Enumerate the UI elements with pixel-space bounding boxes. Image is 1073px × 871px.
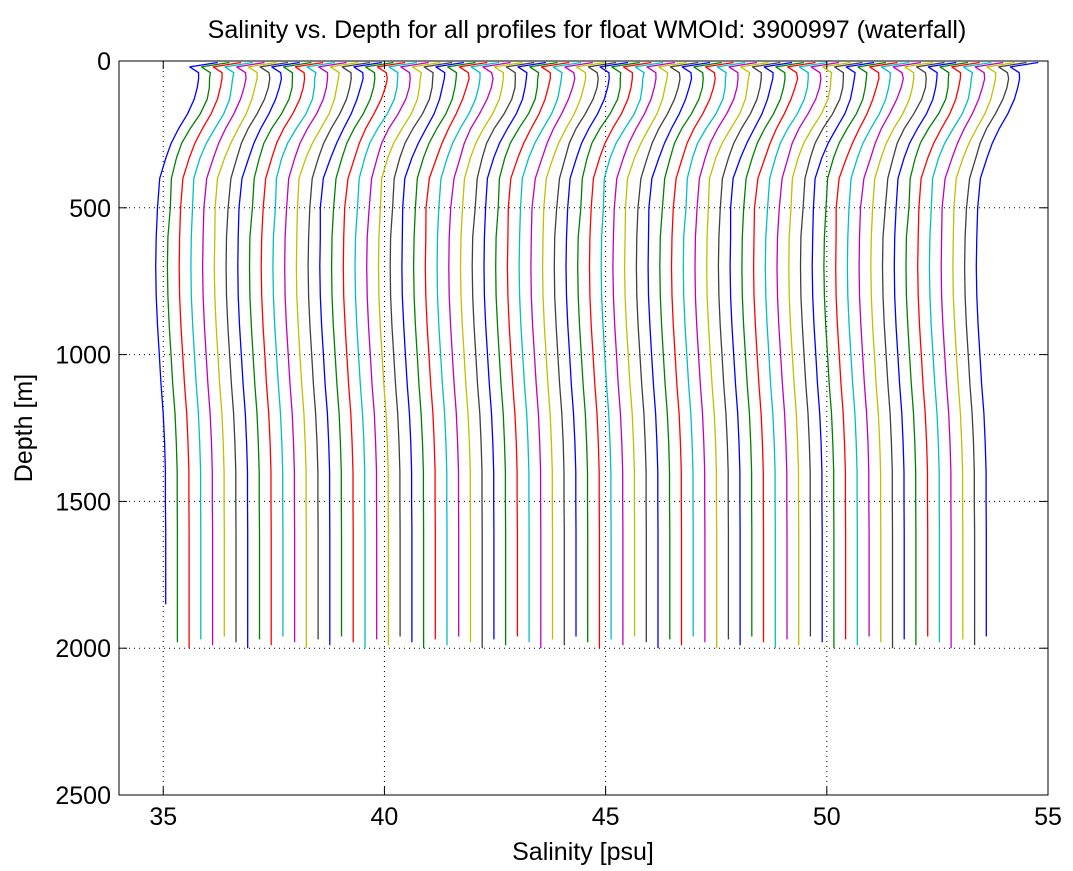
y-axis-ticks: 0 500 1000 1500 2000 2500 [55,48,1048,810]
profile-line-70 [963,61,1027,646]
profile-line-7 [225,61,289,643]
x-tick-label: 55 [1034,803,1062,831]
profile-line-8 [237,61,300,649]
profile-line-15 [319,61,382,646]
profile-line-10 [260,61,324,646]
profile-line-63 [881,61,945,649]
profile-line-9 [248,61,312,640]
profile-line-6 [213,61,277,637]
plot-frame [118,60,1049,796]
profile-line-58 [823,61,887,649]
profile-line-2 [166,61,230,643]
y-tick-label: 1500 [55,488,111,516]
profile-line-42 [635,61,699,643]
y-tick-label: 2000 [55,635,111,663]
profile-line-17 [342,61,406,643]
profile-line-51 [741,61,804,637]
profile-line-23 [412,61,476,649]
profile-line-52 [752,61,816,643]
profile-line-65 [905,61,969,646]
profile-line-16 [330,61,394,637]
profile-line-12 [284,61,347,643]
x-tick-label: 50 [813,803,841,831]
profile-line-49 [717,61,781,640]
y-tick-label: 2500 [55,782,111,810]
profile-line-66 [917,61,980,637]
profile-line-36 [565,61,629,637]
profile-line-28 [471,61,535,649]
profile-line-40 [612,61,676,646]
profile-line-11 [272,61,336,637]
profile-line-53 [764,61,828,649]
profile-line-14 [307,61,371,640]
profile-line-26 [448,61,511,637]
x-axis-label: Salinity [psu] [512,838,654,866]
profile-line-54 [776,61,840,640]
profile-line-30 [495,61,558,646]
chart-title: Salinity vs. Depth for all profiles for … [208,16,967,44]
profile-line-25 [436,61,500,646]
profile-line-43 [647,61,711,649]
profile-line-18 [354,61,418,649]
profile-line-69 [952,61,1015,640]
y-axis-label: Depth [m] [10,374,38,482]
profile-line-50 [729,61,793,646]
profile-line-41 [623,61,687,637]
profile-line-34 [541,61,605,640]
x-tick-label: 35 [149,803,177,831]
profile-line-3 [178,61,242,649]
profile-line-60 [846,61,910,646]
profile-line-71 [975,61,1039,637]
profile-line-21 [389,61,453,637]
profile-line-24 [424,61,488,640]
x-axis-ticks: 35 40 45 50 55 [149,61,1062,831]
plot-area [155,61,1039,649]
profile-line-5 [201,61,265,646]
profile-line-64 [893,61,957,640]
profile-line-61 [858,61,922,637]
y-tick-label: 500 [69,195,111,223]
profile-line-33 [530,61,593,649]
profile-line-47 [694,61,758,643]
profile-line-56 [799,61,863,637]
profile-line-62 [870,61,933,643]
profile-line-45 [670,61,734,646]
x-tick-label: 45 [592,803,620,831]
profile-line-22 [401,61,464,643]
profile-line-1 [155,61,218,605]
profile-line-55 [788,61,851,646]
profile-line-29 [483,61,547,640]
profile-series [155,61,1039,649]
profile-line-27 [459,61,523,643]
profile-line-39 [600,61,664,640]
profile-line-46 [682,61,746,637]
profile-line-13 [295,61,359,649]
profile-line-20 [377,61,441,646]
profile-line-35 [553,61,617,646]
profile-line-67 [928,61,992,643]
y-tick-label: 0 [97,48,111,76]
profile-line-4 [190,61,253,640]
profile-line-59 [835,61,898,640]
profile-line-31 [506,61,570,637]
profile-line-38 [588,61,652,649]
x-tick-label: 40 [371,803,399,831]
profile-line-37 [577,61,640,643]
profile-line-48 [706,61,769,649]
profile-line-57 [811,61,875,643]
profile-line-32 [518,61,582,643]
profile-line-68 [940,61,1004,649]
profile-line-44 [659,61,722,640]
y-tick-label: 1000 [55,342,111,370]
profile-line-19 [366,61,429,640]
